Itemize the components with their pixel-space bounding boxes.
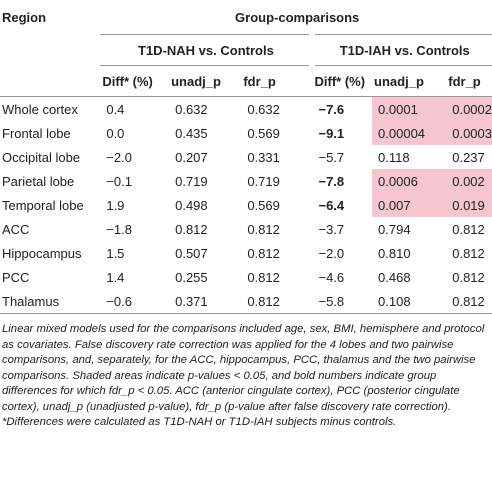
cell: 0.0001	[372, 96, 447, 121]
cell: 1.5	[106, 245, 125, 261]
cell: 0.207	[175, 149, 208, 165]
cell: 0.812	[446, 289, 492, 314]
cell: −5.8	[312, 289, 373, 314]
cell: 0.00004	[372, 121, 447, 145]
cell: 0.118	[378, 149, 410, 165]
table-row: Temporal lobe 1.9 0.498 0.569 −6.4 0.007 0.019	[0, 193, 492, 217]
cell: −7.8	[318, 173, 345, 189]
cell: 0.002	[446, 169, 492, 193]
column-header: fdr_p	[241, 65, 313, 97]
cell: 0.812	[247, 221, 280, 237]
cell: −0.6	[100, 289, 170, 314]
cell: 0.507	[175, 245, 208, 261]
row-label: Hippocampus	[2, 245, 82, 261]
cell: −0.1	[106, 173, 133, 189]
row-label: PCC	[2, 269, 30, 285]
cell: 0.812	[175, 221, 208, 237]
cell: 0.0006	[372, 169, 447, 193]
cell: 0.0002	[446, 96, 492, 121]
cell: −6.4	[318, 197, 345, 213]
row-label: Whole cortex	[2, 101, 78, 117]
row-label: Thalamus	[0, 289, 101, 314]
cell: 0.812	[241, 289, 313, 314]
table-row: Occipital lobe −2.0 0.207 0.331 −5.7 0.118 0.2…	[0, 145, 492, 169]
cell: 0.255	[175, 269, 208, 285]
table-row: Whole cortex 0.4 0.632 0.632 −7.6 0.0001 0.000…	[0, 96, 492, 121]
cell: 0.569	[247, 125, 280, 141]
cell: 0.719	[175, 173, 208, 189]
cell: 0.498	[175, 197, 208, 213]
cell: 0.435	[175, 125, 208, 141]
table-row: Hippocampus 1.5 0.507 0.812 −2.0 0.810 0.812	[0, 241, 492, 265]
table-row: Frontal lobe 0.0 0.435 0.569 −9.1 0.00004 0.00…	[0, 121, 492, 145]
footnote: Linear mixed models used for the compari…	[2, 323, 485, 413]
column-header: unadj_p	[372, 65, 447, 97]
cell: 0.632	[175, 101, 208, 117]
cell: 0.108	[372, 289, 447, 314]
cell: 0.812	[247, 245, 280, 261]
cell: −3.7	[318, 221, 345, 237]
column-header: fdr_p	[446, 65, 492, 97]
cell: 0.812	[247, 269, 280, 285]
cell: 1.4	[106, 269, 125, 285]
row-label: Parietal lobe	[2, 173, 75, 189]
subgroup-header: T1D-NAH vs. Controls	[100, 34, 316, 66]
cell: 0.237	[452, 149, 485, 165]
column-header: Diff* (%)	[100, 65, 170, 97]
cell: −2.0	[106, 149, 133, 165]
cell: −9.1	[318, 125, 345, 141]
cell: −7.6	[318, 101, 345, 117]
table-row: Thalamus −0.6 0.371 0.812 −5.8 0.108 0.812	[0, 289, 492, 314]
cell: 1.9	[106, 197, 125, 213]
row-label: Frontal lobe	[2, 125, 71, 141]
region-header: Region	[2, 9, 47, 25]
subgroup-header: T1D-IAH vs. Controls	[312, 34, 492, 66]
cell: 0.812	[452, 269, 485, 285]
cell: 0.794	[378, 221, 411, 237]
cell: 0.4	[106, 101, 125, 117]
cell: 0.0	[106, 125, 125, 141]
footnote-note: *Differences were calculated as T1D-NAH …	[2, 416, 397, 428]
cell: 0.810	[378, 245, 411, 261]
cell: 0.331	[247, 149, 280, 165]
cell: 0.812	[452, 245, 485, 261]
row-label: Occipital lobe	[2, 149, 81, 165]
cell: 0.007	[372, 193, 447, 217]
cell: −2.0	[318, 245, 345, 261]
group-header: Group-comparisons	[100, 0, 492, 35]
cell: −4.6	[318, 269, 345, 285]
table-row: PCC 1.4 0.255 0.812 −4.6 0.468 0.812	[0, 265, 492, 289]
cell: 0.632	[247, 101, 280, 117]
column-header: unadj_p	[169, 65, 242, 97]
cell: 0.0003	[446, 121, 492, 145]
cell: 0.371	[169, 289, 242, 314]
column-header: Diff* (%)	[312, 65, 373, 97]
cell: 0.719	[247, 173, 280, 189]
cell: −5.7	[318, 149, 345, 165]
table-row: ACC −1.8 0.812 0.812 −3.7 0.794 0.812	[0, 217, 492, 241]
cell: 0.468	[378, 269, 411, 285]
table-row: Parietal lobe −0.1 0.719 0.719 −7.8 0.0006 0.0…	[0, 169, 492, 193]
cell: 0.812	[452, 221, 485, 237]
row-label: ACC	[2, 221, 30, 237]
cell: 0.569	[247, 197, 280, 213]
cell: 0.019	[446, 193, 492, 217]
data-table: Region Group-comparisons T1D-NAH vs. Con…	[0, 0, 492, 314]
cell: −1.8	[106, 221, 133, 237]
row-label: Temporal lobe	[2, 197, 84, 213]
